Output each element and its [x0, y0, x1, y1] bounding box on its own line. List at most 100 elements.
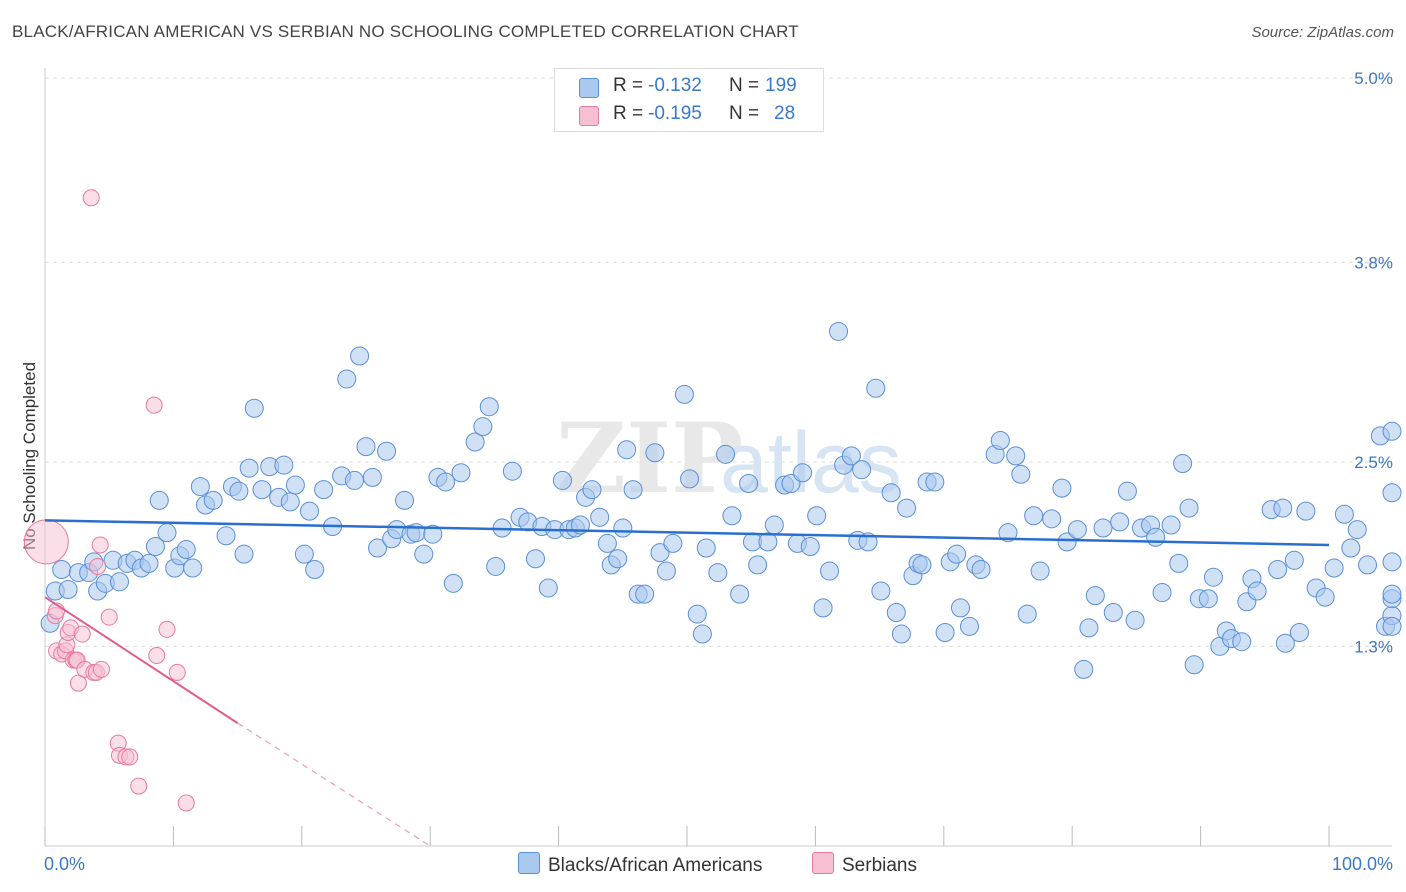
point-serbians-15	[82, 189, 100, 207]
pink-n-value: 28	[774, 103, 796, 124]
point-blacks-15	[145, 536, 165, 556]
point-blacks-179	[1273, 498, 1293, 518]
point-blacks-37	[294, 544, 314, 564]
point-blacks-91	[663, 533, 683, 553]
point-blacks-198	[1382, 616, 1402, 636]
point-blacks-52	[395, 490, 415, 510]
point-blacks-21	[183, 558, 203, 578]
point-blacks-46	[356, 437, 376, 457]
point-blacks-183	[1296, 501, 1316, 521]
point-blacks-20	[176, 540, 196, 560]
point-blacks-71	[538, 578, 558, 598]
point-serbians-13	[73, 625, 91, 643]
series-serbians	[23, 189, 195, 812]
point-blacks-22	[190, 477, 210, 497]
point-blacks-82	[608, 549, 628, 569]
point-serbians-28	[148, 647, 166, 665]
point-blacks-186	[1324, 558, 1344, 578]
point-blacks-79	[590, 507, 610, 527]
point-blacks-143	[1017, 604, 1037, 624]
point-blacks-162	[1161, 515, 1181, 535]
point-serbians-31	[177, 794, 195, 812]
trend-line-serbians	[44, 596, 239, 724]
point-serbians-27	[145, 396, 163, 414]
point-blacks-151	[1079, 618, 1099, 638]
point-blacks-45	[350, 346, 370, 366]
point-blacks-196	[1382, 483, 1402, 503]
point-blacks-139	[990, 430, 1010, 450]
point-blacks-93	[680, 469, 700, 489]
point-blacks-150	[1074, 659, 1094, 679]
point-blacks-145	[1030, 561, 1050, 581]
point-blacks-100	[730, 584, 750, 604]
point-blacks-62	[473, 417, 493, 437]
point-blacks-27	[229, 481, 249, 501]
stats-box: R = -0.132 N = 199 R = -0.195 N = 28	[554, 68, 824, 132]
point-blacks-96	[696, 538, 716, 558]
point-blacks-40	[314, 480, 334, 500]
legend-item-serbians[interactable]: Serbians	[812, 852, 917, 877]
point-blacks-66	[502, 461, 522, 481]
point-blacks-36	[285, 475, 305, 495]
point-blacks-99	[722, 506, 742, 526]
point-blacks-197	[1382, 421, 1402, 441]
point-blacks-181	[1284, 550, 1304, 570]
point-blacks-134	[950, 598, 970, 618]
point-blacks-95	[692, 624, 712, 644]
y-tick-label-1: 2.5%	[1354, 453, 1393, 472]
point-blacks-109	[793, 463, 813, 483]
point-blacks-60	[451, 463, 471, 483]
blue-n-label: N =	[729, 75, 760, 96]
x-tick-label-1: 100.0%	[1332, 854, 1393, 874]
point-blacks-14	[139, 553, 159, 573]
point-blacks-85	[623, 480, 643, 500]
point-blacks-111	[807, 506, 827, 526]
point-blacks-63	[479, 397, 499, 417]
point-blacks-29	[239, 458, 259, 478]
point-blacks-122	[881, 483, 901, 503]
trend-line-blacks	[44, 519, 1330, 547]
source-note: Source: ZipAtlas.com	[1251, 24, 1394, 41]
point-serbians-29	[158, 620, 176, 638]
point-blacks-69	[525, 549, 545, 569]
chart-title: BLACK/AFRICAN AMERICAN VS SERBIAN NO SCH…	[12, 22, 799, 41]
point-blacks-156	[1117, 481, 1137, 501]
point-blacks-120	[866, 378, 886, 398]
point-blacks-182	[1289, 622, 1309, 642]
point-blacks-160	[1146, 527, 1166, 547]
pink-n-label: N =	[729, 103, 760, 124]
point-blacks-61	[465, 432, 485, 452]
x-tick-label-0: 0.0%	[44, 854, 85, 874]
point-blacks-84	[617, 440, 637, 460]
point-blacks-128	[912, 555, 932, 575]
point-blacks-147	[1052, 478, 1072, 498]
point-blacks-154	[1103, 603, 1123, 623]
point-blacks-104	[758, 532, 778, 552]
point-blacks-169	[1203, 567, 1223, 587]
legend-label-serbians: Serbians	[842, 855, 917, 876]
point-blacks-30	[244, 398, 264, 418]
point-blacks-163	[1169, 553, 1189, 573]
point-blacks-144	[1024, 506, 1044, 526]
point-blacks-152	[1085, 586, 1105, 606]
point-blacks-10	[109, 572, 129, 592]
point-blacks-35	[280, 492, 300, 512]
point-serbians-21	[100, 608, 118, 626]
point-blacks-173	[1232, 632, 1252, 652]
point-blacks-113	[820, 561, 840, 581]
point-blacks-3	[58, 579, 78, 599]
point-blacks-55	[414, 544, 434, 564]
point-blacks-89	[650, 543, 670, 563]
legend-item-blacks[interactable]: Blacks/African Americans	[518, 852, 762, 877]
point-blacks-47	[362, 467, 382, 487]
point-blacks-180	[1275, 633, 1295, 653]
point-blacks-64	[486, 556, 506, 576]
point-blacks-121	[871, 581, 891, 601]
point-blacks-137	[971, 560, 991, 580]
legend-swatch-pink	[812, 852, 834, 874]
point-serbians-20	[92, 660, 110, 678]
point-blacks-140	[998, 523, 1018, 543]
legend: Blacks/African Americans Serbians	[0, 852, 1406, 878]
watermark-atlas: atlas	[720, 415, 902, 511]
point-blacks-185	[1315, 587, 1335, 607]
